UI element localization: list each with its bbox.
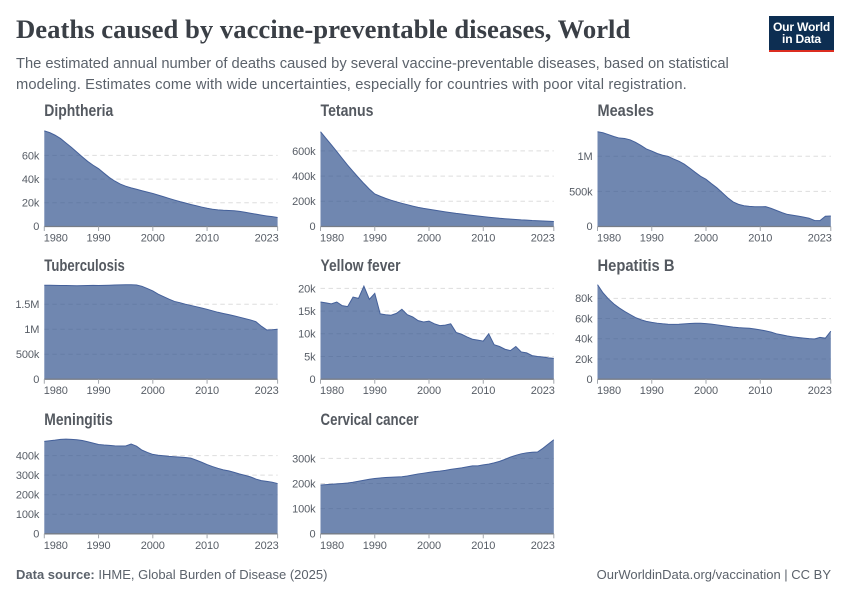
svg-text:1.5M: 1.5M	[15, 299, 39, 311]
svg-text:Cervical cancer: Cervical cancer	[321, 411, 419, 429]
svg-text:20k: 20k	[22, 198, 40, 210]
svg-text:2023: 2023	[255, 385, 279, 397]
svg-text:Measles: Measles	[598, 102, 655, 120]
svg-text:15k: 15k	[298, 306, 316, 318]
svg-text:2000: 2000	[141, 540, 165, 552]
svg-text:0: 0	[587, 221, 593, 233]
svg-text:2023: 2023	[255, 233, 279, 245]
svg-text:1980: 1980	[597, 385, 621, 397]
svg-text:60k: 60k	[575, 313, 593, 325]
svg-text:2010: 2010	[748, 385, 772, 397]
svg-text:20k: 20k	[298, 283, 316, 295]
svg-text:2000: 2000	[141, 385, 165, 397]
svg-text:2000: 2000	[694, 233, 718, 245]
svg-text:600k: 600k	[292, 146, 316, 158]
svg-text:1M: 1M	[24, 324, 39, 336]
svg-text:1990: 1990	[363, 385, 387, 397]
svg-text:2023: 2023	[808, 233, 832, 245]
svg-text:Diphtheria: Diphtheria	[44, 102, 114, 120]
svg-text:1980: 1980	[597, 233, 621, 245]
svg-text:0: 0	[310, 529, 316, 541]
svg-text:60k: 60k	[22, 150, 40, 162]
svg-text:200k: 200k	[16, 490, 40, 502]
svg-text:2000: 2000	[141, 233, 165, 245]
svg-text:2000: 2000	[694, 385, 718, 397]
svg-text:1M: 1M	[577, 151, 592, 163]
svg-text:0: 0	[587, 374, 593, 386]
svg-text:2010: 2010	[748, 233, 772, 245]
svg-text:20k: 20k	[575, 354, 593, 366]
svg-text:1980: 1980	[320, 385, 344, 397]
svg-text:Tuberculosis: Tuberculosis	[44, 257, 125, 275]
svg-text:2023: 2023	[255, 540, 279, 552]
svg-text:Meningitis: Meningitis	[44, 411, 113, 429]
svg-text:2010: 2010	[195, 385, 219, 397]
svg-text:1980: 1980	[320, 233, 344, 245]
svg-text:0: 0	[310, 374, 316, 386]
svg-text:1990: 1990	[87, 233, 111, 245]
svg-text:1990: 1990	[363, 233, 387, 245]
svg-text:2000: 2000	[417, 385, 441, 397]
svg-text:0: 0	[33, 374, 39, 386]
svg-text:80k: 80k	[575, 293, 593, 305]
svg-text:2000: 2000	[417, 540, 441, 552]
svg-text:Hepatitis B: Hepatitis B	[598, 257, 675, 275]
svg-text:40k: 40k	[575, 334, 593, 346]
svg-text:5k: 5k	[304, 351, 316, 363]
svg-text:Tetanus: Tetanus	[321, 102, 374, 120]
svg-text:2010: 2010	[471, 385, 495, 397]
svg-text:200k: 200k	[292, 196, 316, 208]
svg-text:1990: 1990	[640, 233, 664, 245]
svg-text:1990: 1990	[87, 385, 111, 397]
svg-text:100k: 100k	[16, 509, 40, 521]
svg-text:40k: 40k	[22, 174, 40, 186]
svg-text:2010: 2010	[195, 233, 219, 245]
svg-text:2010: 2010	[471, 540, 495, 552]
svg-text:2023: 2023	[531, 233, 555, 245]
svg-text:2023: 2023	[808, 385, 832, 397]
svg-text:1980: 1980	[44, 233, 68, 245]
svg-text:100k: 100k	[292, 504, 316, 516]
svg-text:2023: 2023	[531, 540, 555, 552]
svg-text:300k: 300k	[16, 470, 40, 482]
svg-text:0: 0	[310, 221, 316, 233]
svg-text:500k: 500k	[569, 186, 593, 198]
svg-text:10k: 10k	[298, 329, 316, 341]
svg-text:300k: 300k	[292, 453, 316, 465]
svg-text:1990: 1990	[87, 540, 111, 552]
svg-text:400k: 400k	[292, 171, 316, 183]
svg-text:400k: 400k	[16, 451, 40, 463]
svg-text:1980: 1980	[44, 385, 68, 397]
svg-text:2023: 2023	[531, 385, 555, 397]
svg-text:1990: 1990	[363, 540, 387, 552]
svg-text:1980: 1980	[44, 540, 68, 552]
svg-text:2000: 2000	[417, 233, 441, 245]
svg-text:200k: 200k	[292, 478, 316, 490]
svg-text:500k: 500k	[16, 349, 40, 361]
svg-text:2010: 2010	[195, 540, 219, 552]
svg-text:Yellow fever: Yellow fever	[321, 257, 401, 275]
svg-text:0: 0	[33, 529, 39, 541]
svg-text:0: 0	[33, 221, 39, 233]
svg-text:1980: 1980	[320, 540, 344, 552]
svg-text:2010: 2010	[471, 233, 495, 245]
svg-text:1990: 1990	[640, 385, 664, 397]
